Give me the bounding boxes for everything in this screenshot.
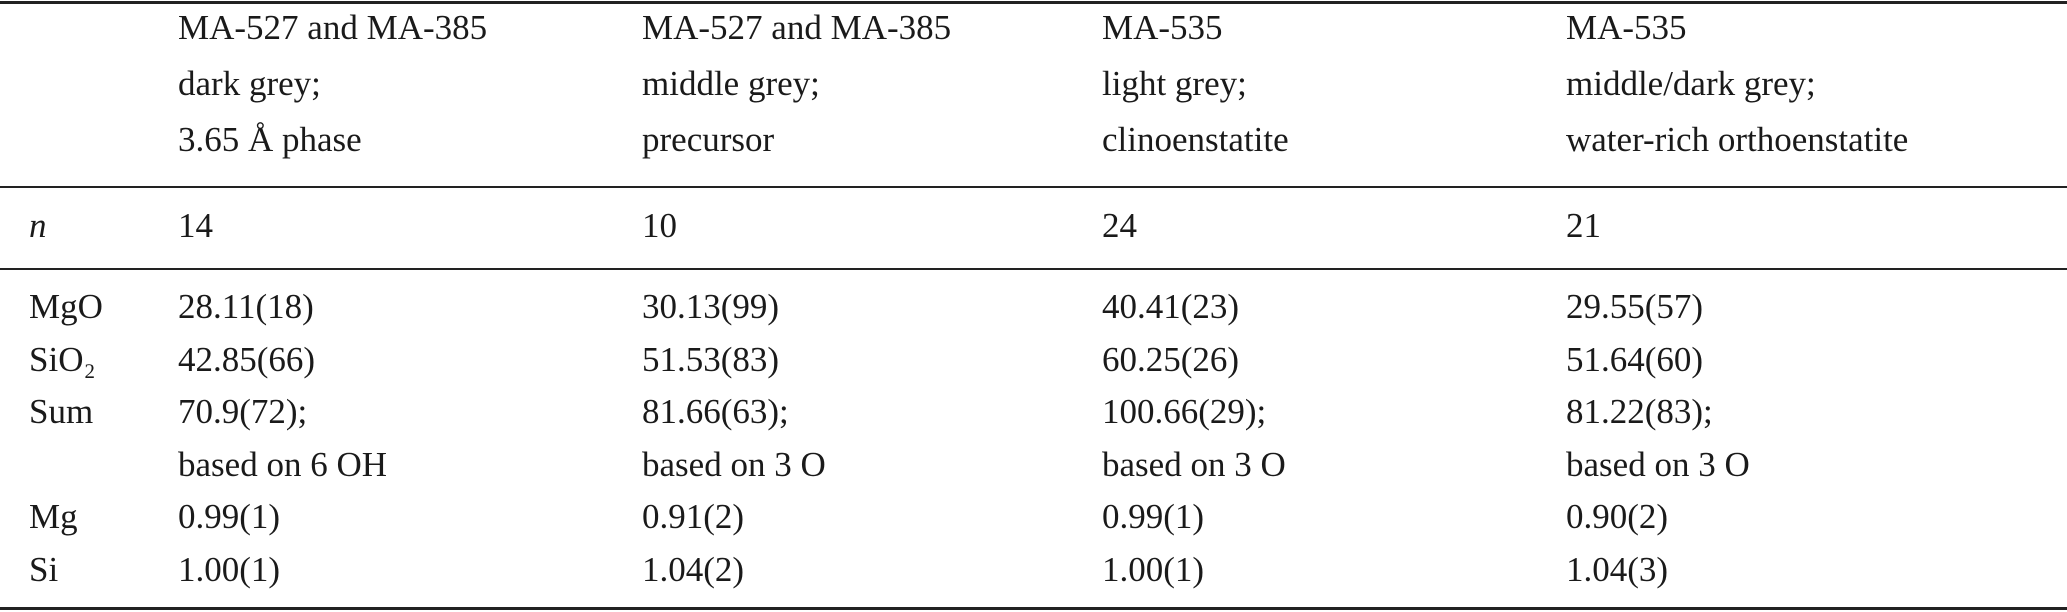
cell: 0.99(1) bbox=[178, 497, 281, 536]
header-text: clinoenstatite bbox=[1102, 120, 1289, 159]
header-text: middle/dark grey; bbox=[1566, 64, 1816, 103]
cell: based on 3 O bbox=[1102, 444, 1286, 484]
row-label: Mg bbox=[29, 497, 78, 536]
cell: 29.55(57) bbox=[1566, 287, 1704, 326]
row-label: Si bbox=[29, 549, 59, 589]
cell: 10 bbox=[642, 206, 677, 245]
cell: 14 bbox=[178, 206, 213, 245]
row-label: SiO₂ bbox=[29, 339, 96, 379]
cell: 28.11(18) bbox=[178, 287, 314, 326]
cell: 0.99(1) bbox=[1102, 497, 1205, 536]
header-rule bbox=[0, 186, 2067, 188]
header-text: MA-527 and MA-385 bbox=[178, 8, 488, 47]
cell: 1.04(3) bbox=[1566, 549, 1669, 589]
cell: 1.00(1) bbox=[1102, 549, 1205, 589]
cell: 51.64(60) bbox=[1566, 339, 1704, 379]
cell: 0.91(2) bbox=[642, 497, 745, 536]
header-text: light grey; bbox=[1102, 64, 1247, 103]
header-text: MA-527 and MA-385 bbox=[642, 8, 952, 47]
cell: 42.85(66) bbox=[178, 339, 316, 379]
cell: 51.53(83) bbox=[642, 339, 780, 379]
row-label: Sum bbox=[29, 392, 94, 431]
cell: 40.41(23) bbox=[1102, 287, 1240, 326]
header-text: water-rich orthoenstatite bbox=[1566, 120, 1909, 159]
cell: 1.00(1) bbox=[178, 549, 281, 589]
count-rule bbox=[0, 268, 2067, 270]
cell: 30.13(99) bbox=[642, 287, 780, 326]
cell: 21 bbox=[1566, 206, 1601, 245]
row-label: MgO bbox=[29, 287, 103, 326]
top-rule bbox=[0, 1, 2067, 4]
header-text: dark grey; bbox=[178, 64, 321, 103]
header-text: 3.65 Å phase bbox=[178, 120, 362, 159]
cell: based on 3 O bbox=[1566, 444, 1750, 484]
header-text: MA-535 bbox=[1566, 8, 1687, 47]
header-text: middle grey; bbox=[642, 64, 820, 103]
cell: 70.9(72); bbox=[178, 392, 308, 431]
cell: 81.66(63); bbox=[642, 392, 789, 431]
cell: 24 bbox=[1102, 206, 1137, 245]
header-text: precursor bbox=[642, 120, 775, 159]
cell: 100.66(29); bbox=[1102, 392, 1267, 431]
cell: 1.04(2) bbox=[642, 549, 745, 589]
cell: 60.25(26) bbox=[1102, 339, 1240, 379]
cell: based on 6 OH bbox=[178, 444, 387, 484]
bottom-rule bbox=[0, 607, 2067, 610]
row-label: n bbox=[29, 206, 47, 245]
cell: 0.90(2) bbox=[1566, 497, 1669, 536]
cell: based on 3 O bbox=[642, 444, 826, 484]
header-text: MA-535 bbox=[1102, 8, 1223, 47]
cell: 81.22(83); bbox=[1566, 392, 1713, 431]
